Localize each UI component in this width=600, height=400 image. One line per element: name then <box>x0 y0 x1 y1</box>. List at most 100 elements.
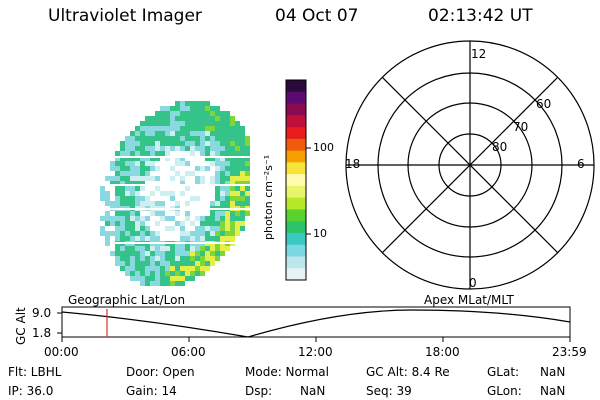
aurora-pixel <box>135 161 140 166</box>
aurora-pixel <box>145 256 150 261</box>
aurora-pixel <box>140 141 145 146</box>
aurora-pixel <box>130 231 135 236</box>
aurora-pixel <box>180 251 185 256</box>
aurora-pixel <box>175 146 180 151</box>
aurora-pixel <box>195 141 200 146</box>
aurora-pixel <box>200 166 205 171</box>
aurora-pixel <box>140 156 145 161</box>
aurora-pixel <box>235 146 240 151</box>
aurora-pixel <box>215 246 220 251</box>
aurora-pixel <box>110 181 115 186</box>
aurora-pixel <box>130 156 135 161</box>
aurora-pixel <box>125 221 130 226</box>
aurora-pixel <box>175 256 180 261</box>
aurora-pixel <box>120 236 125 241</box>
aurora-pixel <box>210 176 215 181</box>
aurora-pixel <box>125 231 130 236</box>
aurora-pixel <box>240 126 245 131</box>
aurora-pixel <box>230 226 235 231</box>
aurora-pixel <box>225 191 230 196</box>
aurora-pixel <box>165 111 170 116</box>
aurora-pixel <box>215 201 220 206</box>
aurora-pixel <box>200 256 205 261</box>
aurora-pixel <box>175 271 180 276</box>
aurora-pixel <box>170 276 175 281</box>
aurora-pixel <box>215 196 220 201</box>
aurora-pixel <box>145 151 150 156</box>
aurora-pixel <box>220 196 225 201</box>
aurora-pixel <box>165 246 170 251</box>
aurora-pixel <box>225 141 230 146</box>
polar-diagonal-2 <box>381 76 559 254</box>
colorbar-label-100: 100 <box>313 141 334 154</box>
time-label: 02:13:42 UT <box>428 6 533 26</box>
aurora-pixel <box>235 136 240 141</box>
aurora-pixel <box>110 251 115 256</box>
aurora-pixel <box>155 166 160 171</box>
aurora-pixel <box>175 111 180 116</box>
aurora-pixel <box>230 166 235 171</box>
aurora-pixel <box>120 261 125 266</box>
aurora-pixel <box>120 186 125 191</box>
aurora-pixel <box>100 186 105 191</box>
aurora-pixel <box>215 136 220 141</box>
aurora-pixel <box>160 256 165 261</box>
aurora-pixel <box>145 141 150 146</box>
aurora-pixel <box>170 121 175 126</box>
aurora-pixel <box>230 211 235 216</box>
aurora-pixel <box>240 176 245 181</box>
aurora-pixel <box>165 106 170 111</box>
aurora-pixel <box>140 176 145 181</box>
colorbar-band <box>286 162 306 175</box>
aurora-pixel <box>135 261 140 266</box>
aurora-pixel <box>195 226 200 231</box>
aurora-pixel <box>170 251 175 256</box>
aurora-pixel <box>230 141 235 146</box>
aurora-pixel <box>210 161 215 166</box>
aurora-pixel <box>245 156 250 161</box>
aurora-pixel <box>180 236 185 241</box>
polar-label-left: 18 <box>345 157 361 171</box>
aurora-pixel <box>195 261 200 266</box>
aurora-pixel <box>150 161 155 166</box>
polar-ring-label-70: 70 <box>513 120 529 134</box>
aurora-pixel <box>135 171 140 176</box>
aurora-pixel <box>225 196 230 201</box>
aurora-pixel <box>175 126 180 131</box>
aurora-pixel <box>145 166 150 171</box>
aurora-pixel <box>195 121 200 126</box>
aurora-pixel <box>210 211 215 216</box>
aurora-pixel <box>230 171 235 176</box>
aurora-pixel <box>185 261 190 266</box>
aurora-pixel <box>125 251 130 256</box>
aurora-pixel <box>120 171 125 176</box>
timeline-xtick-label-24: 23:59 <box>552 345 587 359</box>
aurora-pixel <box>210 181 215 186</box>
aurora-pixel <box>135 141 140 146</box>
aurora-pixel <box>145 271 150 276</box>
aurora-pixel <box>125 226 130 231</box>
aurora-pixel <box>175 266 180 271</box>
aurora-pixel <box>155 131 160 136</box>
aurora-pixel <box>155 156 160 161</box>
aurora-scan-gap <box>110 184 250 186</box>
aurora-pixel <box>205 136 210 141</box>
aurora-pixel <box>195 146 200 151</box>
aurora-pixel <box>150 141 155 146</box>
colorbar-band <box>286 103 306 116</box>
aurora-pixel <box>225 186 230 191</box>
aurora-pixel <box>215 236 220 241</box>
aurora-pixel <box>220 121 225 126</box>
aurora-pixel <box>120 191 125 196</box>
colorbar-band <box>286 115 306 128</box>
aurora-pixel <box>210 236 215 241</box>
aurora-pixel <box>200 131 205 136</box>
aurora-pixel <box>235 196 240 201</box>
aurora-scan-gap <box>110 208 250 210</box>
aurora-pixel <box>205 236 210 241</box>
aurora-pixel <box>225 166 230 171</box>
aurora-pixel <box>200 261 205 266</box>
aurora-pixel <box>105 236 110 241</box>
aurora-pixel <box>220 126 225 131</box>
aurora-pixel <box>145 176 150 181</box>
